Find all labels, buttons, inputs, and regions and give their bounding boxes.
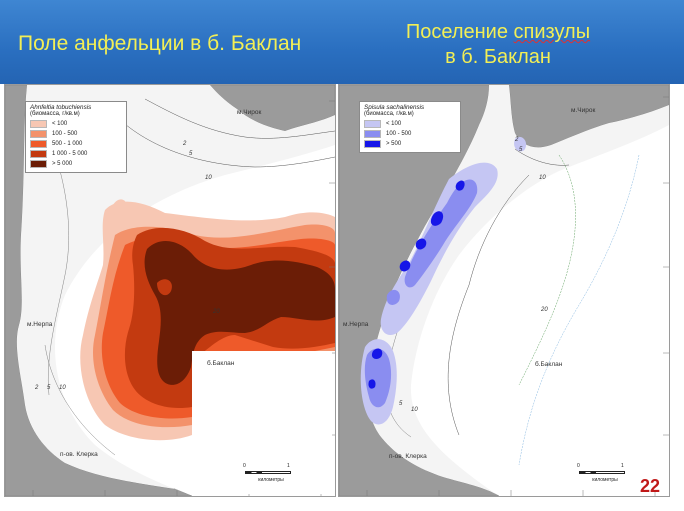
contour-label: 5 (399, 401, 403, 407)
contour-label: 2 (183, 141, 187, 147)
scale-unit: километры (258, 477, 284, 483)
legend-label: 100 - 500 (386, 131, 412, 137)
legend-row: 100 - 500 (364, 129, 456, 139)
place-bay-baklan: б.Баклан (207, 360, 235, 367)
contour-label: 5 (189, 151, 193, 157)
place-cape-nerpa: м.Нерпа (27, 321, 53, 328)
legend-row: < 100 (30, 119, 122, 129)
scale-unit: километры (592, 477, 618, 483)
scale-bar: 0 1 километры (575, 463, 635, 487)
contour-label: 20 (541, 307, 548, 313)
scale-bar-graphic (245, 471, 291, 474)
scale-zero: 0 (577, 463, 580, 469)
contour-label: 2 (515, 137, 519, 143)
legend-label: < 100 (52, 121, 68, 127)
map-spisula-canvas (339, 85, 669, 496)
legend-swatch (30, 120, 47, 128)
place-peninsula-klerka: п-ов. Клерка (60, 451, 98, 458)
legend-swatch (364, 130, 381, 138)
place-cape-chirok: м.Чирок (571, 107, 596, 114)
scale-one: 1 (287, 463, 290, 469)
legend-ahnfeltia: Ahnfeltia tobuchiensis (биомасса, г/кв.м… (25, 101, 127, 173)
legend-row: > 500 (364, 139, 456, 149)
contour-label: 10 (539, 175, 546, 181)
contour-label: 10 (59, 385, 66, 391)
legend-swatch (30, 130, 47, 138)
map-spisula: Spisula sachalinensis (биомасса, г/кв.м)… (338, 84, 670, 497)
contour-label: 2 (35, 385, 39, 391)
legend-row: 1 000 - 5 000 (30, 149, 122, 159)
title-spisula-line2: в б. Баклан (445, 46, 551, 68)
scale-bar: 0 1 километры (241, 463, 301, 487)
map-ahnfeltia: Ahnfeltia tobuchiensis (биомасса, г/кв.м… (4, 84, 336, 497)
title-spisula-prefix: Поселение (405, 21, 514, 43)
title-spisula: Поселение спизулы в б. Баклан (358, 20, 638, 70)
zone-100-500 (404, 179, 478, 288)
contour-label: 5 (47, 385, 51, 391)
legend-species: Ahnfeltia tobuchiensis (30, 104, 92, 111)
place-peninsula-klerka: п-ов. Клерка (389, 453, 427, 460)
legend-label: > 500 (386, 141, 402, 147)
legend-label: > 5 000 (52, 161, 73, 167)
map-ahnfeltia-canvas (5, 85, 335, 496)
inset-blank-area (192, 351, 332, 494)
scale-one: 1 (621, 463, 624, 469)
legend-label: 500 - 1 000 (52, 141, 83, 147)
contour-label: 5 (519, 147, 523, 153)
legend-row: < 100 (364, 119, 456, 129)
title-ahnfeltia: Поле анфельции в б. Баклан (18, 32, 302, 55)
slide-header (0, 0, 684, 84)
place-cape-chirok: м.Чирок (237, 109, 262, 116)
zone-gt5000 (144, 241, 335, 385)
contour-label: 10 (205, 175, 212, 181)
legend-swatch (30, 160, 47, 168)
legend-swatch (30, 140, 47, 148)
scale-ticks: 0 1 (241, 463, 301, 470)
scale-ticks: 0 1 (575, 463, 635, 470)
legend-row: 100 - 500 (30, 129, 122, 139)
place-bay-baklan: б.Баклан (535, 361, 563, 368)
contour-label: 20 (213, 309, 220, 315)
legend-row: > 5 000 (30, 159, 122, 169)
legend-row: 500 - 1 000 (30, 139, 122, 149)
scale-bar-graphic (579, 471, 625, 474)
legend-swatch (30, 150, 47, 158)
slide-number: 22 (640, 476, 661, 496)
legend-unit: (биомасса, г/кв.м) (30, 111, 80, 117)
legend-swatch (364, 120, 381, 128)
contour-label: 10 (411, 407, 418, 413)
legend-label: 1 000 - 5 000 (52, 151, 88, 157)
legend-spisula: Spisula sachalinensis (биомасса, г/кв.м)… (359, 101, 461, 153)
legend-label: 100 - 500 (52, 131, 78, 137)
legend-label: < 100 (386, 121, 402, 127)
zone-gt500 (455, 180, 465, 191)
legend-species: Spisula sachalinensis (364, 104, 425, 111)
scale-zero: 0 (243, 463, 246, 469)
place-cape-nerpa: м.Нерпа (343, 321, 369, 328)
legend-unit: (биомасса, г/кв.м) (364, 111, 414, 117)
legend-swatch (364, 140, 381, 148)
title-spisula-word: спизулы (513, 21, 591, 43)
